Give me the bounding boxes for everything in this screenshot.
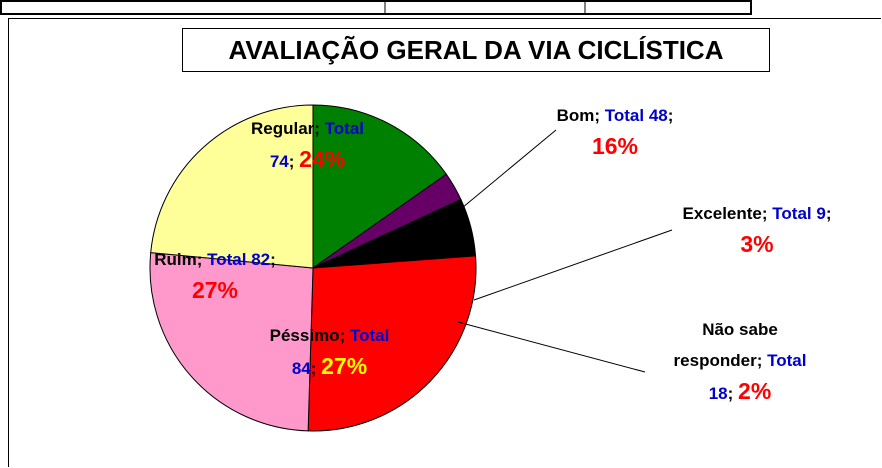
value-label: Total 84 (291, 326, 390, 378)
percent-label: 2% (738, 378, 772, 404)
pie-slice (307, 255, 477, 432)
value-label: Total 9 (772, 204, 826, 223)
pie-slice (312, 104, 447, 269)
category-label: Não sabe responder (673, 320, 778, 370)
data-label: Não sabe responder; Total 18; 2% (665, 314, 815, 409)
separator: ; (196, 250, 203, 269)
value-label: Total 48 (604, 106, 668, 125)
separator: ; (667, 106, 674, 125)
pie-slice (149, 252, 314, 432)
data-label: Bom; Total 48; 16% (545, 100, 685, 164)
data-label: Regular; Total 74; 24% (245, 113, 370, 177)
pie (149, 104, 477, 432)
separator: ; (761, 204, 768, 223)
percent-label: 27% (191, 277, 239, 303)
category-label: Excelente (682, 204, 762, 223)
value-label: Total 18 (708, 351, 807, 403)
separator: ; (314, 119, 320, 138)
separator: ; (288, 152, 295, 171)
chart-title: AVALIAÇÃO GERAL DA VIA CICLÍSTICA (182, 28, 770, 72)
separator: ; (310, 359, 317, 378)
category-label: Péssimo (269, 326, 340, 345)
percent-label: 24% (299, 146, 346, 172)
pie-slice (150, 104, 314, 269)
data-label: Péssimo; Total 84; 27% (262, 320, 397, 384)
separator: ; (270, 250, 276, 269)
chart-frame (8, 18, 881, 467)
separator: ; (339, 326, 346, 345)
value-label: Total 74 (269, 119, 365, 171)
data-label: Ruim; Total 82; 27% (140, 244, 290, 308)
value-label: Total 82 (207, 250, 271, 269)
percent-label: 27% (321, 353, 368, 379)
category-label: Regular (250, 119, 315, 138)
category-label: Ruim (154, 250, 197, 269)
separator: ; (594, 106, 601, 125)
separator: ; (727, 384, 734, 403)
top-table (0, 0, 752, 15)
leader-lines (457, 129, 673, 373)
percent-label: 16% (591, 133, 639, 159)
category-label: Bom (556, 106, 595, 125)
data-label: Excelente; Total 9; 3% (672, 198, 842, 262)
separator: ; (825, 204, 832, 223)
separator: ; (756, 351, 763, 370)
percent-label: 3% (740, 231, 774, 257)
